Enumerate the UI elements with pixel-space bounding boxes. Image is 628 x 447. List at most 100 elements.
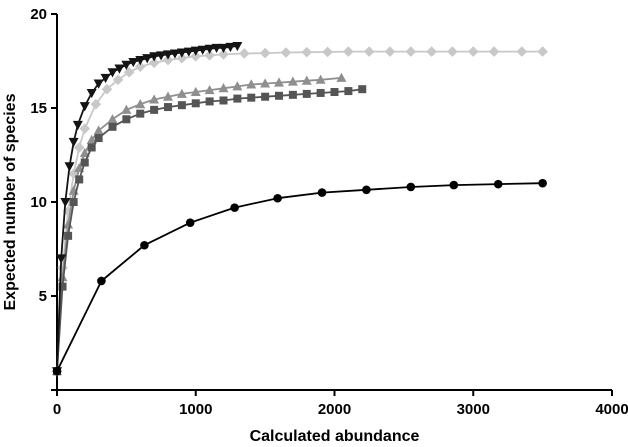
data-point [288,90,297,99]
data-point [148,57,160,69]
data-point [302,89,311,98]
series-triangle-up-series [52,72,347,376]
data-point [205,97,214,106]
data-point [100,73,111,84]
data-point [176,52,188,64]
data-point [261,92,270,101]
data-point [121,104,132,114]
data-point [94,134,103,143]
data-point [97,276,106,286]
data-point [123,66,135,78]
data-point [136,109,145,118]
data-point [426,46,437,57]
data-point [447,46,458,57]
data-point [467,46,479,57]
data-point [79,102,90,112]
data-point [183,47,194,57]
data-point [86,134,97,144]
data-point [56,254,67,264]
data-point [164,103,172,112]
data-point [185,218,195,227]
x-tick-label: 1000 [179,401,212,418]
y-axis-title: Expected number of species [2,93,19,310]
data-point [317,188,327,197]
data-point [93,79,104,89]
data-point [197,45,208,55]
data-point [275,91,283,100]
data-point [72,120,83,131]
data-point [107,114,118,124]
data-point [135,99,146,109]
data-point [330,88,339,97]
data-point [233,94,242,103]
data-point [177,101,186,110]
series-triangle-down-series [52,41,243,377]
data-point [246,79,257,89]
data-point [247,93,256,102]
data-point [280,47,292,58]
data-point [260,78,271,88]
data-point [336,72,347,82]
data-point [301,46,313,58]
data-point [537,46,548,57]
data-point [218,49,229,60]
data-point [274,77,284,87]
data-point [112,74,124,86]
series-diamond-series [51,46,548,377]
data-point [176,48,187,58]
data-point [140,240,149,250]
series-line [56,50,544,373]
data-point [68,168,79,180]
data-point [63,219,74,229]
series-circle-series [52,178,547,376]
data-point [204,50,215,61]
data-point [230,203,239,212]
x-tick-label: 3000 [457,401,490,418]
data-point [190,46,201,56]
data-point [225,42,236,53]
data-point [211,43,222,54]
data-point [169,49,180,59]
data-point [488,46,500,57]
data-point [218,83,229,93]
data-point [363,46,375,57]
data-point [79,123,91,134]
data-point [322,46,333,58]
data-point [93,125,104,135]
data-point [362,185,371,195]
y-tick-label: 10 [30,194,47,211]
y-tick-label: 20 [30,6,47,23]
data-point [259,47,271,59]
data-point [163,91,173,101]
series-line [56,88,364,373]
data-point [134,61,146,72]
x-tick-label: 4000 [595,401,628,418]
series-line [56,182,544,373]
data-point [52,366,62,376]
data-point [315,74,326,84]
data-point [190,51,202,62]
data-point [58,282,67,291]
data-point [287,76,298,86]
data-point [384,46,396,57]
data-point [87,143,96,152]
data-point [73,142,85,153]
data-point [218,43,229,54]
data-point [86,88,97,99]
x-axis-title: Calculated abundance [250,428,420,445]
data-point [114,64,125,74]
data-point [122,115,131,124]
data-point [344,87,353,96]
data-point [64,231,73,240]
data-point [75,175,84,184]
y-tick-label: 5 [39,288,47,305]
data-point [162,54,174,66]
data-point [135,56,146,66]
data-point [406,182,416,192]
data-point [79,147,90,158]
data-point [60,198,71,208]
data-point [343,46,354,57]
data-point [150,105,159,114]
